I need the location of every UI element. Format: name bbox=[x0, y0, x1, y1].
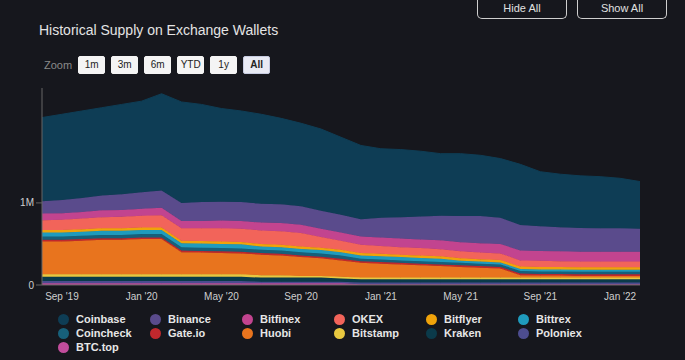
svg-text:1M: 1M bbox=[20, 197, 34, 208]
html-text:Zoom: Zoom bbox=[44, 59, 73, 71]
html-text:OKEX: OKEX bbox=[352, 313, 384, 325]
html-text:Bitflyer: Bitflyer bbox=[444, 313, 482, 325]
html-text:Gate.io: Gate.io bbox=[168, 327, 206, 339]
html-text:Coincheck: Coincheck bbox=[76, 327, 132, 339]
html-text:BTC.top: BTC.top bbox=[76, 341, 119, 353]
svg-text:Sep '19: Sep '19 bbox=[45, 291, 79, 302]
svg-text:0: 0 bbox=[28, 280, 34, 291]
svg-text:Jan '20: Jan '20 bbox=[126, 291, 158, 302]
html-text:Poloniex: Poloniex bbox=[536, 327, 582, 339]
html-text:6m: 6m bbox=[150, 59, 165, 70]
html-text:Kraken: Kraken bbox=[444, 327, 482, 339]
html-text:1m: 1m bbox=[84, 59, 99, 70]
html-text:YTD: YTD bbox=[180, 59, 201, 70]
svg-text:May '20: May '20 bbox=[204, 291, 239, 302]
svg-text:Sep '21: Sep '21 bbox=[524, 291, 558, 302]
html-text:3m: 3m bbox=[117, 59, 132, 70]
html-text:Hide All: Hide All bbox=[503, 2, 541, 14]
html-text:Coinbase: Coinbase bbox=[76, 313, 126, 325]
svg-text:Jan '21: Jan '21 bbox=[365, 291, 397, 302]
html-text:Bittrex: Bittrex bbox=[536, 313, 571, 325]
html-text:Bitfinex: Bitfinex bbox=[260, 313, 301, 325]
html-text:Historical Supply on Exchange: Historical Supply on Exchange Wallets bbox=[39, 22, 279, 38]
svg-text:Sep '20: Sep '20 bbox=[284, 291, 318, 302]
html-text:1y: 1y bbox=[218, 59, 229, 70]
html-text:Show All: Show All bbox=[600, 2, 644, 14]
svg-text:May '21: May '21 bbox=[443, 291, 478, 302]
html-text:Bitstamp: Bitstamp bbox=[352, 327, 400, 339]
html-text:Huobi: Huobi bbox=[260, 327, 292, 339]
html-text:All: All bbox=[250, 59, 263, 70]
html-text:Binance: Binance bbox=[168, 313, 211, 325]
svg-text:Jan '22: Jan '22 bbox=[604, 291, 636, 302]
